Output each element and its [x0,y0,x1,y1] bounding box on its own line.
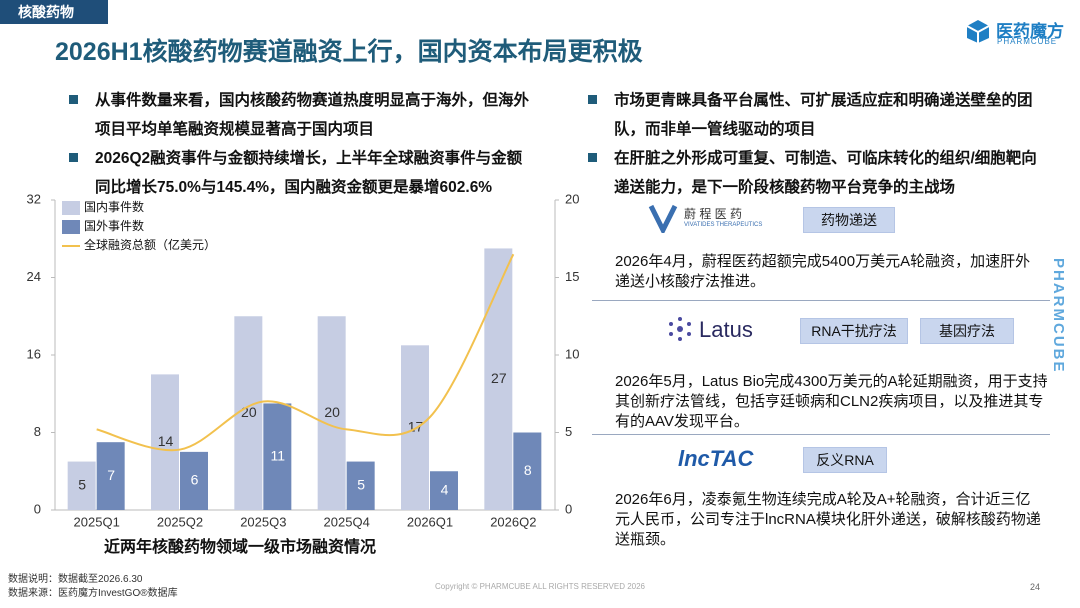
data-label: 4 [441,481,449,497]
data-label: 8 [524,462,532,478]
legend-label: 国内事件数 [84,199,144,214]
bullet: 从事件数量来看，国内核酸药物赛道热度明显高于海外，但海外项目平均单笔融资规模显著… [69,86,535,144]
legend-swatch [62,201,80,215]
x-tick-label: 2025Q4 [324,514,370,529]
footnote: 数据来源：医药魔方InvestGO®数据库 [8,588,178,599]
copyright: Copyright © PHARMCUBE ALL RIGHTS RESERVE… [435,582,645,591]
case-tag: 反义RNA [803,447,887,473]
page-number: 24 [1030,582,1041,592]
case-logo-icon [648,204,678,233]
y-tick-label: 24 [27,269,41,284]
bullet: 2026Q2融资事件与金额持续增长，上半年全球融资事件与金额同比增长75.0%与… [69,144,535,202]
case-logo: lncTAC [678,446,754,471]
legend-label: 全球融资总额（亿美元） [84,237,216,252]
y-tick-label: 0 [34,501,41,516]
chart: 近两年核酸药物领域一级市场融资情况 0 8 16 24 32 0 5 10 15 20 2025Q1… [27,191,580,556]
data-label: 6 [191,472,199,488]
case-tag: 基因疗法 [920,318,1014,344]
y2-tick-label: 10 [565,346,579,361]
bar [513,432,542,510]
bullet: 在肝脏之外形成可重复、可制造、可临床转化的组织/细胞靶向递送能力，是下一阶段核酸… [588,144,1039,202]
case-logo: Latus [699,317,753,342]
y-tick-label: 32 [27,191,41,206]
bar [180,451,208,510]
case-logo-sub: VIVATIDES THERAPEUTICS [684,222,763,228]
data-label: 27 [491,370,507,386]
y-tick-label: 16 [27,346,41,361]
y2-tick-label: 5 [565,424,572,439]
data-label: 5 [357,476,365,492]
case-logo-icon [669,317,691,341]
bar [317,316,346,510]
bar [67,461,96,510]
brand-icon [966,20,990,43]
bar [346,461,375,510]
y2-tick-label: 20 [565,191,579,206]
slide-title: 2026H1核酸药物赛道融资上行，国内资本布局更积极 [55,38,643,66]
bar [263,403,292,510]
separator [592,300,1050,301]
data-label: 20 [324,404,340,420]
x-tick-label: 2025Q2 [157,514,203,529]
bar [430,471,458,510]
data-label: 14 [158,433,174,449]
data-label: 7 [107,467,115,483]
bar [96,442,125,510]
chart-title: 近两年核酸药物领域一级市场融资情况 [104,537,376,556]
case-tag: 药物递送 [803,207,895,233]
y-tick-label: 8 [34,424,41,439]
data-label: 5 [78,476,86,492]
bar [484,248,513,510]
bullet: 市场更青睐具备平台属性、可扩展适应症和明确递送壁垒的团队，而非单一管线驱动的项目 [588,86,1039,144]
bar [151,374,179,510]
y2-tick-label: 0 [565,501,572,516]
case-tag: RNA干扰疗法 [800,318,908,344]
legend-label: 国外事件数 [84,218,144,233]
brand: 医药魔方 [996,22,1064,41]
side-brand: PHARMCUBE [1050,258,1067,374]
x-tick-label: 2026Q1 [407,514,453,529]
case-logo: 蔚 程 医 药 [684,207,743,221]
line [96,253,515,452]
section-tag: 核酸药物 [0,0,108,24]
case-text: 2026年5月，Latus Bio完成4300万美元的A轮延期融资，用于支持其创… [615,373,1048,430]
y2-tick-label: 15 [565,269,579,284]
separator [592,434,1050,435]
case-text: 2026年4月，蔚程医药超额完成5400万美元A轮融资，加速肝外递送小核酸疗法推… [615,253,1031,290]
x-tick-label: 2025Q1 [74,514,120,529]
footnote: 数据说明：数据截至2026.6.30 [8,574,143,585]
x-tick-label: 2025Q3 [240,514,286,529]
x-tick-label: 2026Q2 [490,514,536,529]
data-label: 11 [271,447,286,463]
brand-en: PHARMCUBE [997,37,1058,46]
case-text: 2026年6月，凌泰氪生物连续完成A轮及A+轮融资，合计近三亿元人民币，公司专注… [615,491,1041,548]
legend-swatch [62,220,80,234]
bar [401,345,429,510]
